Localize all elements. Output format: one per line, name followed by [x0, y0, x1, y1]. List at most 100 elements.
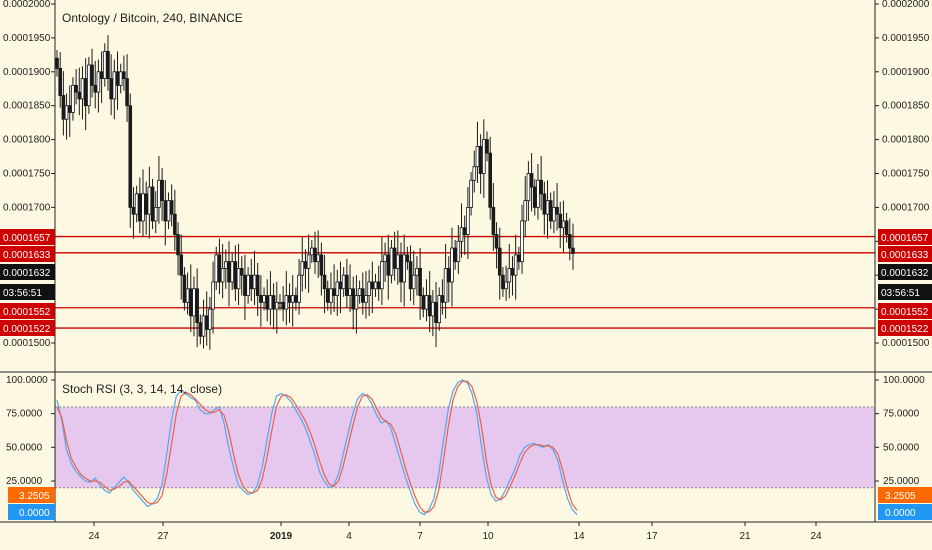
price-badge-label-right: 0.0001522	[881, 324, 929, 335]
candle-body	[351, 288, 356, 310]
candle-body	[294, 295, 298, 303]
stoch-rsi-pane[interactable]	[55, 379, 875, 516]
candle-body	[364, 295, 368, 303]
x-tick-label: 14	[573, 531, 585, 542]
candle-body	[214, 254, 219, 283]
candle-body	[482, 139, 486, 174]
candle-body	[437, 295, 442, 324]
candle-body	[195, 288, 199, 324]
candle-body	[548, 200, 553, 222]
candle-body	[150, 186, 155, 222]
candle-body	[176, 234, 180, 256]
candle-body	[297, 274, 301, 303]
stoch-badge-right	[878, 487, 932, 503]
candle-body	[71, 84, 75, 113]
candle-body	[542, 193, 547, 215]
candle-body	[192, 288, 196, 317]
candle-body	[558, 213, 563, 229]
candle-body	[446, 268, 451, 283]
candle-body	[319, 254, 324, 276]
candle-body	[456, 240, 461, 263]
price-pane[interactable]	[55, 35, 875, 350]
candle-body	[246, 274, 250, 296]
candle-body	[475, 145, 480, 168]
candle-body	[249, 274, 254, 290]
candle-body	[310, 247, 314, 256]
candle-body	[386, 254, 391, 276]
candle-body	[220, 268, 225, 283]
candle-body	[462, 227, 467, 235]
candle-body	[494, 234, 499, 249]
candle-body	[147, 186, 152, 215]
candle-body	[122, 71, 126, 79]
candle-body	[173, 213, 177, 235]
stoch-tick-label-left: 25.0000	[6, 476, 43, 487]
x-tick-label: 2019	[270, 531, 293, 542]
candle-body	[166, 200, 171, 222]
candle-body	[373, 281, 378, 290]
candle-body	[555, 206, 559, 215]
candle-body	[131, 206, 136, 215]
candle-body	[179, 254, 184, 276]
candle-body	[224, 261, 228, 269]
price-badge-left	[0, 246, 55, 262]
x-tick-label: 21	[739, 531, 751, 542]
candle-body	[125, 78, 129, 107]
candle-body	[472, 166, 477, 181]
candle-body	[329, 288, 333, 303]
y-tick-label-left: 0.0001800	[3, 135, 51, 146]
price-badge-right	[878, 320, 932, 336]
candle-body	[523, 200, 528, 222]
candle-body	[185, 288, 190, 303]
candle-body	[134, 193, 139, 215]
candle-body	[488, 152, 492, 208]
price-badge-label-left: 0.0001632	[3, 268, 51, 279]
candle-body	[513, 254, 518, 276]
candle-body	[517, 254, 521, 263]
y-tick-label-left: 0.0001750	[3, 169, 51, 180]
candle-body	[153, 206, 158, 222]
candle-body	[300, 261, 305, 276]
candle-body	[335, 281, 340, 296]
candle-body	[491, 206, 496, 235]
candle-body	[259, 295, 263, 303]
stoch-tick-label-left: 75.0000	[6, 409, 43, 420]
price-badge-label-right: 03:56:51	[881, 288, 920, 299]
candle-body	[459, 227, 464, 242]
candle-body	[421, 295, 426, 310]
stoch-tick-label-left: 100.0000	[6, 375, 48, 386]
candle-body	[427, 295, 432, 317]
candle-body	[271, 295, 276, 310]
candle-body	[268, 295, 273, 310]
overbought-oversold-band	[55, 406, 875, 488]
x-tick-label: 27	[157, 531, 169, 542]
candle-body	[411, 274, 416, 290]
candle-body	[90, 64, 94, 86]
stoch-badge-left	[8, 504, 55, 520]
x-tick-label: 24	[810, 531, 822, 542]
candle-body	[478, 145, 483, 174]
candle-body	[243, 274, 247, 296]
stoch-badge-label-left: 3.2505	[19, 491, 50, 502]
chart-title: Ontology / Bitcoin, 240, BINANCE	[62, 11, 243, 25]
candle-body	[345, 274, 349, 296]
x-tick-label: 17	[646, 531, 658, 542]
candle-body	[348, 288, 352, 296]
candle-body	[453, 247, 457, 263]
price-badge-label-right: 0.0001657	[881, 233, 929, 244]
candle-body	[290, 295, 295, 303]
candle-body	[83, 78, 88, 107]
y-tick-label-right: 0.0001800	[882, 135, 930, 146]
price-badge-left	[0, 264, 55, 280]
candle-body	[568, 234, 572, 249]
candle-body	[109, 78, 113, 100]
candle-body	[341, 274, 346, 290]
candle-body	[552, 206, 556, 222]
stoch-tick-label-right: 50.0000	[883, 442, 920, 453]
price-badge-label-left: 0.0001522	[3, 324, 51, 335]
stoch-badge-left	[8, 487, 55, 503]
y-tick-label-left: 0.0001950	[3, 33, 51, 44]
candle-body	[211, 281, 215, 310]
